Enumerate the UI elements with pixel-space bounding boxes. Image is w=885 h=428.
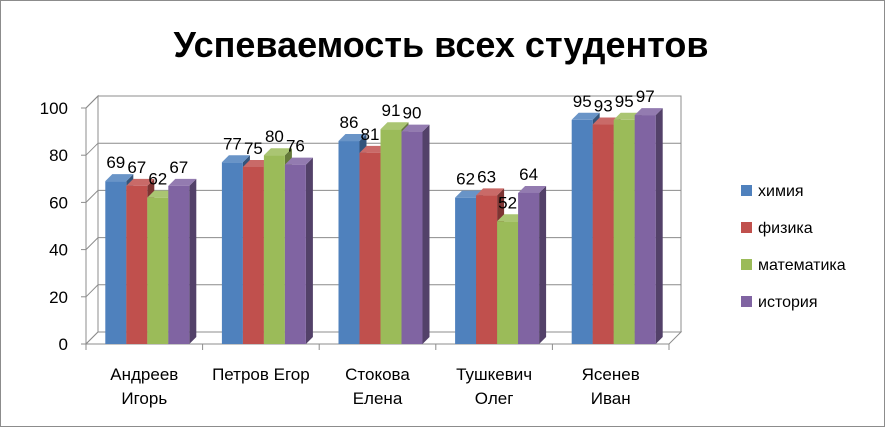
y-tick-label: 40 [49, 241, 68, 260]
x-tick-label: Олег [475, 389, 514, 408]
bar [105, 181, 127, 344]
legend-swatch [741, 296, 752, 307]
bar [147, 197, 169, 344]
bar [613, 119, 635, 344]
legend-swatch [741, 259, 752, 270]
gridline [85, 95, 681, 109]
bar [401, 131, 423, 344]
bar-side [422, 124, 430, 344]
legend-swatch [741, 222, 752, 233]
bar [380, 129, 402, 344]
data-label: 86 [340, 113, 359, 132]
bar-top [126, 178, 155, 186]
bar-top [401, 124, 430, 132]
bar-top [571, 112, 600, 120]
data-label: 91 [382, 101, 401, 120]
bar-top [221, 155, 250, 163]
x-tick-label: Стокова [345, 365, 410, 384]
bar [284, 164, 306, 344]
bar [634, 115, 656, 344]
data-label: 97 [636, 87, 655, 106]
bar-side [305, 157, 313, 344]
data-label: 90 [403, 104, 422, 123]
bar [263, 155, 285, 344]
bar-top [338, 134, 367, 142]
bar [221, 162, 243, 344]
y-tick-label: 0 [59, 335, 68, 354]
legend-swatch [741, 185, 752, 196]
y-tick-label: 60 [49, 193, 68, 212]
data-label: 95 [573, 92, 592, 111]
bar [242, 167, 264, 344]
bar [126, 185, 148, 344]
legend-label: математика [758, 257, 846, 274]
data-label: 64 [519, 165, 538, 184]
data-label: 63 [477, 167, 496, 186]
bar [518, 192, 540, 344]
bar-top [168, 178, 197, 186]
data-label: 77 [223, 134, 242, 153]
legend-label: история [758, 294, 817, 311]
data-label: 95 [615, 92, 634, 111]
bar-top [105, 174, 134, 182]
x-tick-label: Елена [353, 389, 403, 408]
bar-top [476, 188, 505, 196]
x-tick-label: Петров Егор [212, 365, 310, 384]
data-label: 52 [498, 193, 517, 212]
side-wall [85, 94, 99, 346]
bar [497, 221, 519, 344]
bar [168, 185, 190, 344]
bar-top [380, 122, 409, 130]
data-label: 67 [127, 158, 146, 177]
bar [338, 141, 360, 344]
chart-title: Успеваемость всех студентов [174, 24, 709, 65]
bar-top [518, 185, 547, 193]
x-tick-label: Иван [591, 389, 631, 408]
bar-top [263, 148, 292, 156]
bar [455, 197, 477, 344]
bar [359, 152, 381, 344]
data-label: 75 [244, 139, 263, 158]
data-label: 69 [106, 153, 125, 172]
data-label: 93 [594, 97, 613, 116]
bar [592, 124, 614, 345]
bar-side [189, 178, 197, 344]
data-label: 80 [265, 127, 284, 146]
bar-side [655, 108, 663, 344]
y-tick-label: 100 [40, 99, 68, 118]
x-tick-label: Андреев [110, 365, 178, 384]
bar [476, 195, 498, 344]
legend-label: химия [758, 183, 804, 200]
bar-side [539, 185, 547, 344]
gridline [85, 142, 681, 156]
x-tick-label: Игорь [121, 389, 167, 408]
x-tick-label: Тушкевич [456, 365, 532, 384]
y-tick-label: 80 [49, 146, 68, 165]
y-tick-label: 20 [49, 288, 68, 307]
bar [571, 119, 593, 344]
data-label: 76 [286, 137, 305, 156]
legend-label: физика [758, 220, 813, 237]
bar-top [284, 157, 313, 165]
x-tick-label: Ясенев [582, 365, 640, 384]
data-label: 67 [169, 158, 188, 177]
data-label: 62 [456, 170, 475, 189]
data-label: 62 [148, 170, 167, 189]
bar-top [634, 108, 663, 116]
data-label: 81 [361, 125, 380, 144]
legend: химия физика математика история [741, 183, 846, 311]
